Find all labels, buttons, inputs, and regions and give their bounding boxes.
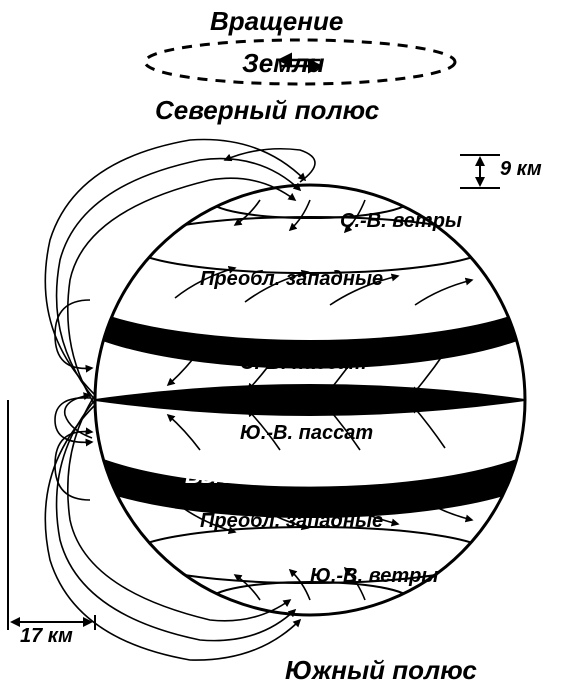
title-earth: Земли — [242, 48, 324, 79]
south-pressure-label: Высокое давление — [185, 463, 392, 489]
se-trade-label: Ю.-В. пассат — [240, 422, 373, 445]
ne-winds-label: С.-В. ветры — [340, 210, 462, 233]
north-pole-label: Северный полюс — [155, 95, 379, 126]
ne-trade-label: С.-В. пассат — [240, 352, 367, 375]
title-rotation: Вращение — [210, 6, 343, 37]
nw-prevailing-label: Преобл. западные — [200, 268, 383, 291]
dim-9km — [460, 155, 500, 188]
sw-prevailing-label: Преобл. западные — [200, 510, 383, 533]
dim-17km-label: 17 км — [20, 625, 73, 648]
dim-17km — [8, 400, 95, 630]
south-pole-label: Южный полюс — [285, 655, 477, 686]
north-pressure-label: Высокое давление — [185, 308, 392, 334]
se-winds-label: Ю.-В. ветры — [310, 565, 438, 588]
dim-9km-label: 9 км — [500, 158, 542, 181]
